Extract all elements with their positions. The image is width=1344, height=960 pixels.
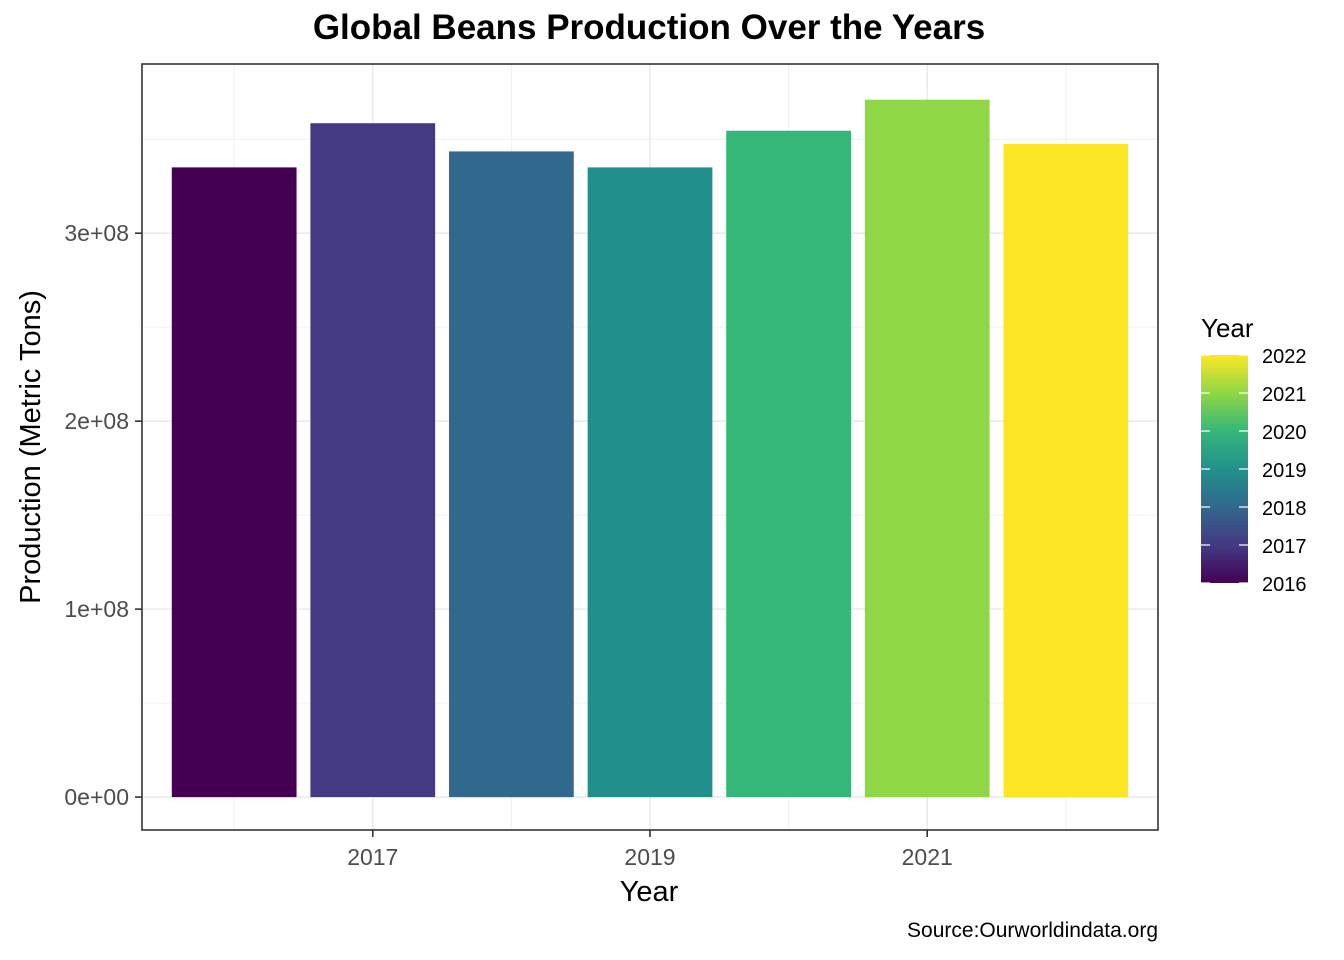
bar-2019: [587, 167, 713, 798]
x-tick-label: 2017: [347, 844, 398, 870]
legend-label: 2019: [1262, 460, 1307, 482]
y-tick-label: 2e+08: [64, 408, 129, 434]
legend-label: 2017: [1262, 536, 1307, 558]
y-axis: 0e+00 1e+08 2e+08 3e+08: [64, 220, 142, 810]
y-axis-title: Production (Metric Tons): [15, 290, 47, 604]
y-tick-label: 3e+08: [64, 220, 129, 246]
x-tick-label: 2019: [624, 844, 675, 870]
x-axis-title: Year: [620, 876, 679, 908]
x-axis: 2017 2019 2021: [347, 830, 953, 870]
bar-2017: [310, 123, 436, 798]
bar-2021: [864, 99, 990, 798]
bar-2022: [1003, 143, 1129, 798]
bar-2016: [171, 167, 297, 798]
legend-label: 2018: [1262, 498, 1307, 520]
y-tick-label: 1e+08: [64, 596, 129, 622]
chart-title: Global Beans Production Over the Years: [312, 8, 986, 47]
x-tick-label: 2021: [902, 844, 953, 870]
legend-label: 2021: [1262, 384, 1307, 406]
legend: Year 2022 2021 2020 2019 2018 2017 2016: [1201, 313, 1307, 596]
legend-label: 2020: [1262, 422, 1307, 444]
legend-ticks: 2022 2021 2020 2019 2018 2017 2016: [1201, 346, 1307, 596]
bar-2018: [449, 151, 574, 798]
bar-2020: [726, 130, 851, 798]
chart-caption: Source:Ourworldindata.org: [907, 919, 1158, 942]
bars: [171, 99, 1129, 798]
legend-label: 2016: [1262, 574, 1307, 596]
legend-title: Year: [1201, 313, 1254, 343]
y-tick-label: 0e+00: [64, 784, 129, 810]
legend-label: 2022: [1262, 346, 1307, 368]
